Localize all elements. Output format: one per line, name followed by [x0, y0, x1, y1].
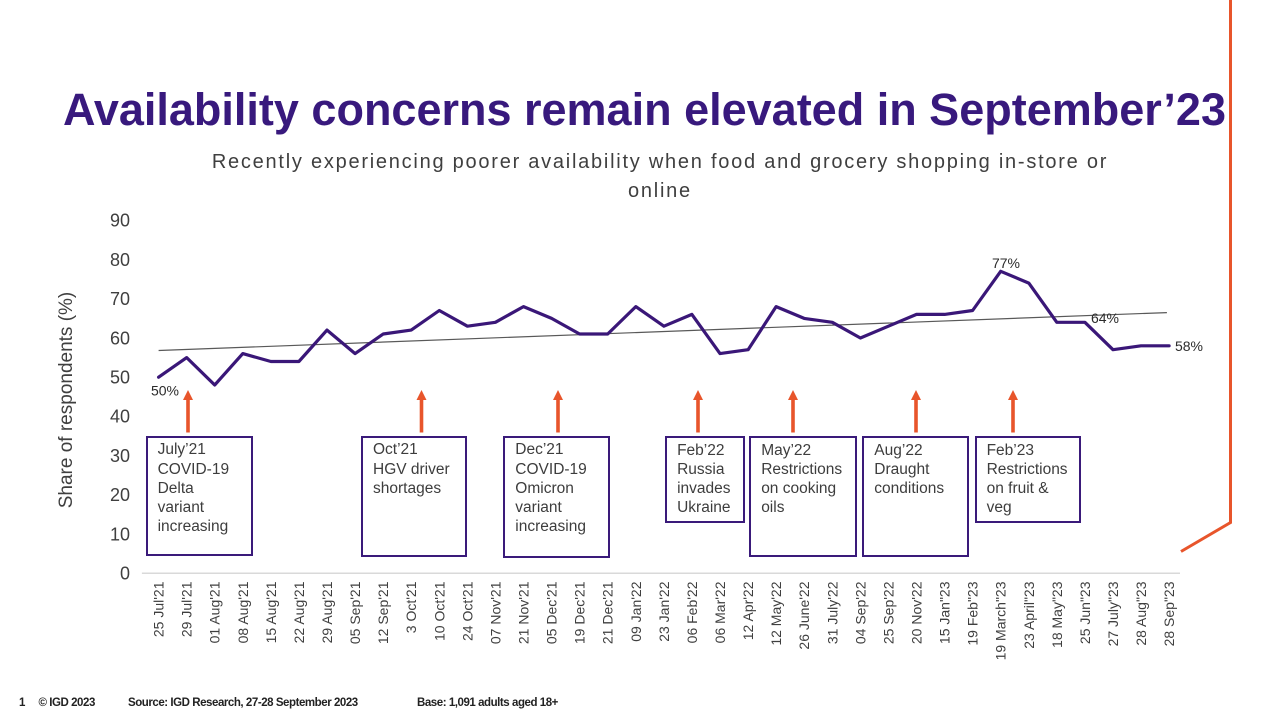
svg-text:0: 0 — [120, 564, 130, 584]
svg-text:70: 70 — [110, 289, 130, 309]
svg-text:28 Sep"23: 28 Sep"23 — [1161, 581, 1177, 646]
svg-text:31 July'22: 31 July'22 — [824, 581, 840, 644]
svg-text:60: 60 — [110, 328, 130, 348]
svg-text:12 Sep'21: 12 Sep'21 — [375, 581, 391, 644]
svg-text:12 Apr'22: 12 Apr'22 — [740, 581, 756, 640]
svg-text:58%: 58% — [1175, 338, 1203, 354]
svg-text:23 Jan'22: 23 Jan'22 — [656, 581, 672, 641]
svg-text:30: 30 — [110, 446, 130, 466]
svg-text:26 June'22: 26 June'22 — [796, 581, 812, 649]
svg-text:19 March"23: 19 March"23 — [993, 581, 1009, 660]
svg-text:23 April"23: 23 April"23 — [1021, 581, 1037, 648]
svg-text:15 Jan"23: 15 Jan"23 — [937, 581, 953, 644]
svg-text:18 May"23: 18 May"23 — [1049, 581, 1065, 648]
svg-text:04 Sep'22: 04 Sep'22 — [852, 581, 868, 644]
svg-text:10: 10 — [110, 524, 130, 544]
svg-text:29 Jul'21: 29 Jul'21 — [179, 581, 195, 637]
svg-text:21 Dec'21: 21 Dec'21 — [600, 581, 616, 644]
svg-text:15 Aug'21: 15 Aug'21 — [263, 581, 279, 643]
svg-text:50: 50 — [110, 368, 130, 388]
svg-text:24 Oct'21: 24 Oct'21 — [459, 581, 475, 641]
svg-text:28 Aug"23: 28 Aug"23 — [1133, 581, 1149, 645]
svg-text:64%: 64% — [1091, 310, 1119, 326]
svg-text:25 Jun"23: 25 Jun"23 — [1077, 581, 1093, 644]
svg-text:05 Sep'21: 05 Sep'21 — [347, 581, 363, 644]
svg-text:25 Sep'22: 25 Sep'22 — [880, 581, 896, 644]
svg-text:3 Oct'21: 3 Oct'21 — [403, 581, 419, 633]
svg-text:06 Feb'22: 06 Feb'22 — [684, 581, 700, 643]
svg-text:19 Dec'21: 19 Dec'21 — [572, 581, 588, 644]
svg-text:22 Aug'21: 22 Aug'21 — [291, 581, 307, 643]
svg-text:07 Nov'21: 07 Nov'21 — [487, 581, 503, 644]
svg-text:27 July"23: 27 July"23 — [1105, 581, 1121, 646]
svg-text:05 Dec'21: 05 Dec'21 — [544, 581, 560, 644]
svg-text:01 Aug'21: 01 Aug'21 — [207, 581, 223, 643]
svg-text:20: 20 — [110, 485, 130, 505]
svg-text:40: 40 — [110, 407, 130, 427]
svg-text:21 Nov'21: 21 Nov'21 — [516, 581, 532, 644]
svg-text:20 Nov'22: 20 Nov'22 — [909, 581, 925, 644]
svg-text:12 May'22: 12 May'22 — [768, 581, 784, 645]
svg-text:10 Oct'21: 10 Oct'21 — [431, 581, 447, 641]
svg-text:06 Mar'22: 06 Mar'22 — [712, 581, 728, 643]
svg-text:25 Jul'21: 25 Jul'21 — [151, 581, 167, 637]
svg-text:08 Aug'21: 08 Aug'21 — [235, 581, 251, 643]
svg-text:Share of respondents (%): Share of respondents (%) — [56, 292, 77, 509]
svg-text:09 Jan'22: 09 Jan'22 — [628, 581, 644, 641]
svg-text:29 Aug'21: 29 Aug'21 — [319, 581, 335, 643]
svg-text:80: 80 — [110, 250, 130, 270]
svg-text:90: 90 — [110, 211, 130, 231]
svg-text:19 Feb"23: 19 Feb"23 — [965, 581, 981, 645]
svg-text:77%: 77% — [992, 255, 1020, 271]
svg-text:50%: 50% — [151, 382, 179, 398]
